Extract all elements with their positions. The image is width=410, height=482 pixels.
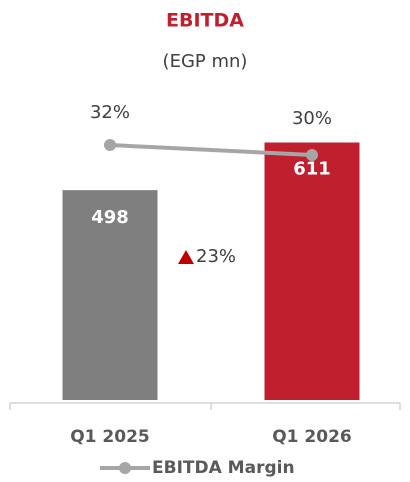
bar [264,142,360,400]
legend-label: EBITDA Margin [152,458,295,478]
margin-line [109,143,313,157]
x-tick-label: Q1 2025 [70,427,150,447]
chart-subtitle: (EGP mn) [163,51,248,72]
x-tick-label: Q1 2026 [272,427,352,447]
margin-marker [104,139,116,151]
margin-marker [306,149,318,161]
legend-marker [119,462,131,474]
growth-annotation: 23% [196,246,236,267]
up-arrow [178,250,194,264]
bar-value-label: 611 [293,159,331,180]
chart-title: EBITDA [166,10,244,32]
bar [62,190,158,400]
bar-value-label: 498 [91,207,129,228]
margin-label: 32% [90,102,130,123]
margin-label: 30% [292,108,332,129]
